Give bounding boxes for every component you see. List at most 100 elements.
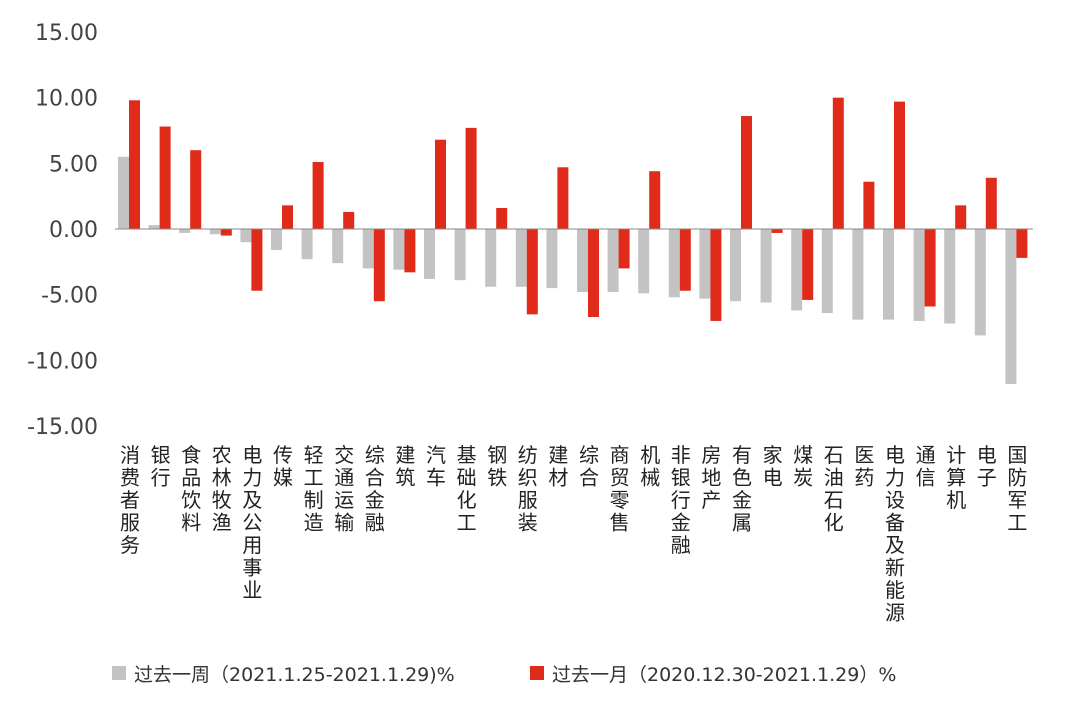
bar-month — [251, 229, 263, 291]
category-label: 石油石化 — [824, 443, 844, 535]
bar-week — [699, 229, 711, 299]
bar-week — [485, 229, 497, 287]
category-label: 电力及公用事业 — [242, 443, 262, 602]
y-tick-label: -5.00 — [41, 284, 98, 309]
bar-month — [1016, 229, 1028, 258]
bar-week — [332, 229, 344, 264]
bar-month — [802, 229, 814, 300]
legend-swatch-week — [112, 666, 126, 680]
category-label: 机械 — [640, 443, 660, 490]
bar-month — [312, 162, 324, 229]
bar-month — [924, 229, 936, 307]
y-tick-label: 5.00 — [49, 152, 98, 177]
bar-month — [435, 139, 446, 229]
bar-month — [465, 127, 477, 229]
category-label: 消费者服务 — [120, 443, 140, 557]
bar-week — [424, 229, 435, 279]
y-axis-ticks: 15.00 10.00 5.00 0.00 -5.00 -10.00 -15.00 — [27, 21, 98, 440]
bar-week — [821, 229, 833, 314]
bar-month — [159, 126, 171, 229]
bar-week — [240, 229, 252, 243]
bar-month — [343, 211, 355, 229]
bar-week — [607, 229, 619, 293]
category-label: 房地产 — [701, 443, 721, 512]
bar-month — [618, 229, 630, 269]
legend-swatch-month — [530, 666, 544, 680]
bar-month — [190, 150, 202, 229]
bar-week — [577, 229, 588, 293]
bar-month — [373, 229, 385, 302]
bar-week — [974, 229, 986, 336]
legend-label-month: 过去一月（2020.12.30-2021.1.29）% — [552, 664, 896, 686]
bar-week — [118, 156, 129, 229]
category-label: 电力设备及新能源 — [885, 443, 905, 625]
bars — [118, 97, 1028, 384]
bar-month — [741, 116, 752, 229]
bar-week — [760, 229, 772, 303]
bar-week — [638, 229, 650, 294]
bar-week — [301, 229, 313, 260]
category-label: 轻工制造 — [304, 443, 324, 535]
bar-week — [209, 229, 221, 235]
bar-week — [913, 229, 925, 321]
bar-month — [588, 229, 599, 317]
bar-month — [496, 207, 508, 229]
bar-week — [515, 229, 527, 287]
bar-month — [863, 181, 875, 229]
category-label: 建筑 — [395, 443, 415, 490]
bar-month — [129, 100, 140, 229]
category-label: 综合金融 — [365, 443, 385, 535]
y-tick-label: 15.00 — [35, 21, 98, 46]
bar-month — [557, 167, 569, 229]
category-label: 综合 — [579, 443, 599, 490]
bar-week — [668, 229, 680, 298]
bar-week — [148, 225, 160, 229]
category-label: 国防军工 — [1007, 443, 1027, 535]
category-label: 煤炭 — [793, 443, 813, 490]
category-label: 家电 — [763, 443, 783, 490]
bar-month — [526, 229, 538, 315]
bar-week — [1005, 229, 1017, 384]
category-label: 通信 — [916, 443, 936, 490]
bar-month — [955, 205, 967, 229]
category-label: 纺织服装 — [518, 443, 538, 535]
bar-week — [730, 229, 741, 302]
category-label: 交通运输 — [334, 443, 354, 535]
category-label: 商贸零售 — [610, 443, 630, 535]
category-label: 建材 — [548, 443, 568, 490]
category-label: 银行 — [151, 443, 171, 490]
bar-month — [649, 171, 661, 229]
bar-week — [944, 229, 956, 324]
category-label: 电子 — [977, 443, 997, 490]
category-label: 非银行金融 — [671, 443, 691, 557]
category-label: 汽车 — [426, 443, 446, 490]
bar-week — [546, 229, 558, 289]
bar-week — [852, 229, 864, 320]
category-label: 医药 — [854, 443, 874, 490]
category-label: 基础化工 — [457, 443, 477, 535]
bar-week — [883, 229, 894, 320]
y-tick-label: -10.00 — [27, 349, 98, 374]
bar-month — [679, 229, 691, 291]
bar-month — [832, 97, 844, 230]
bar-month — [220, 229, 232, 236]
category-label: 食品饮料 — [181, 443, 201, 535]
category-label: 钢铁 — [487, 443, 507, 490]
legend: 过去一周（2021.1.25-2021.1.29)% 过去一月（2020.12.… — [112, 664, 896, 686]
y-tick-label: 10.00 — [35, 87, 98, 112]
bar-week — [791, 229, 803, 311]
bar-month — [404, 229, 416, 273]
category-label: 传媒 — [273, 443, 293, 490]
bar-week — [179, 229, 191, 233]
bar-month — [894, 101, 905, 229]
bar-month — [771, 229, 783, 233]
category-label: 有色金属 — [732, 443, 752, 535]
bar-week — [454, 229, 466, 281]
y-tick-label: 0.00 — [49, 218, 98, 243]
legend-label-week: 过去一周（2021.1.25-2021.1.29)% — [134, 664, 455, 686]
bar-month — [282, 205, 293, 229]
category-labels: 消费者服务银行食品饮料农林牧渔电力及公用事业传媒轻工制造交通运输综合金融建筑汽车… — [120, 443, 1027, 625]
category-label: 农林牧渔 — [212, 443, 232, 535]
bar-week — [271, 229, 282, 251]
